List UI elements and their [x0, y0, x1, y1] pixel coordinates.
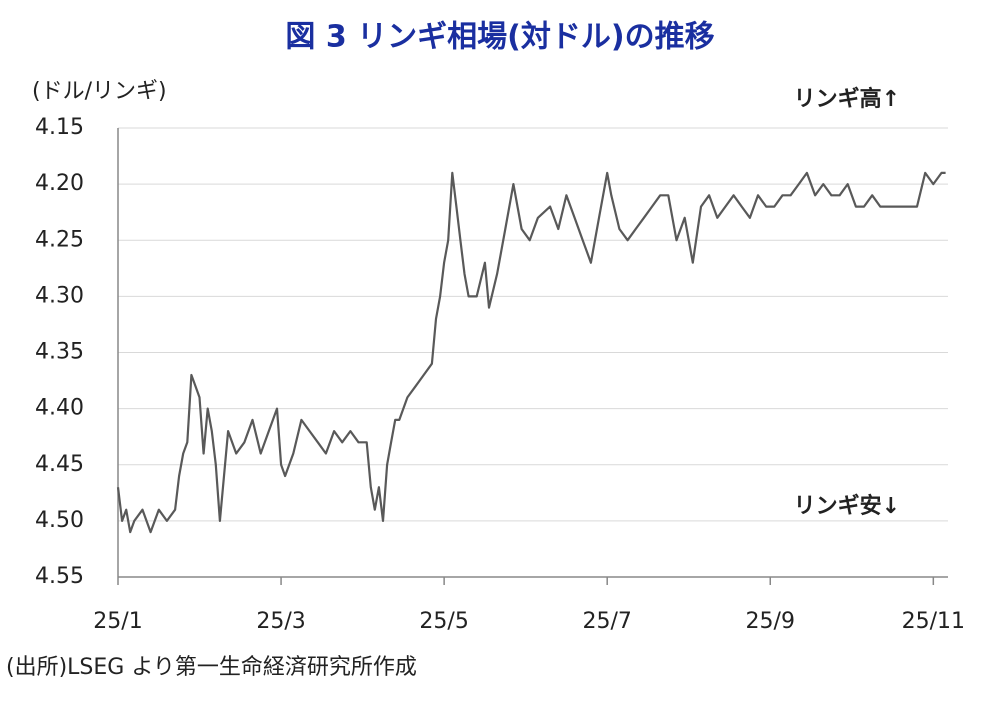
- data-line: [116, 171, 946, 534]
- chart-title: 図 3 リンギ相場(対ドル)の推移: [285, 20, 714, 55]
- x-tick-label: 25/11: [902, 609, 965, 634]
- y-tick-label: 4.30: [35, 283, 84, 308]
- annotation: リンギ高↑: [794, 86, 900, 112]
- annotation: リンギ安↓: [794, 493, 900, 519]
- x-tick-label: 25/9: [746, 609, 795, 634]
- x-tick-label: 25/3: [256, 609, 305, 634]
- y-tick-label: 4.45: [35, 452, 84, 477]
- y-tick-label: 4.25: [35, 227, 84, 252]
- y-tick-label: 4.40: [35, 396, 84, 421]
- y-tick-label: 4.50: [35, 508, 84, 533]
- x-tick-label: 25/7: [582, 609, 631, 634]
- x-tick-label: 25/1: [93, 609, 142, 634]
- y-tick-label: 4.20: [35, 171, 84, 196]
- y-tick-label: 4.15: [35, 115, 84, 140]
- y-axis-label: (ドル/リンギ): [32, 79, 167, 104]
- source-note: (出所)LSEG より第一生命経済研究所作成: [6, 655, 417, 680]
- x-tick-label: 25/5: [419, 609, 468, 634]
- y-tick-label: 4.55: [35, 564, 84, 589]
- y-tick-label: 4.35: [35, 340, 84, 365]
